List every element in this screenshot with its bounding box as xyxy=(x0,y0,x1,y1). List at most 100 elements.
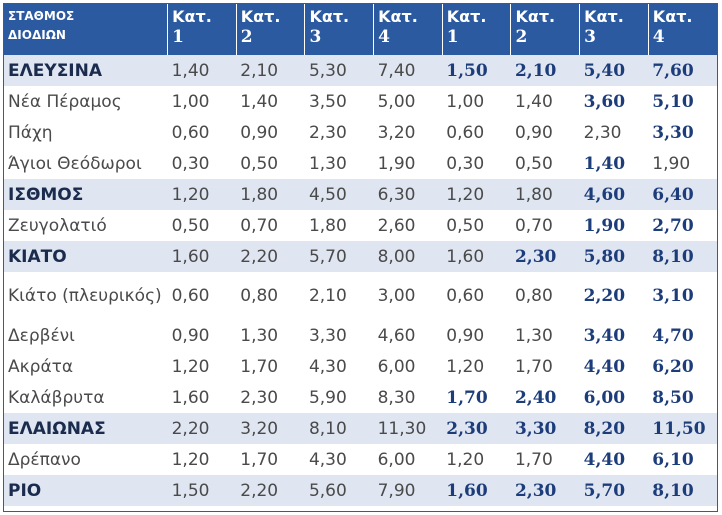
price-cell: 8,10 xyxy=(308,418,347,439)
header-category-number: 4 xyxy=(652,27,665,47)
table-row: ΕΛΕΥΣΙΝΑ 1,40 2,10 5,30 7,40 1,50 2,10 5,40 7,60 xyxy=(4,55,717,86)
table-row: Καλάβρυτα 1,60 2,30 5,90 8,30 1,70 2,40 6,00 8,5… xyxy=(4,382,717,413)
price-cell: 4,40 xyxy=(583,449,626,470)
price-cell: 8,50 xyxy=(652,387,694,408)
price-cell: 7,40 xyxy=(377,60,416,81)
price-cell: 1,20 xyxy=(446,449,485,470)
price-cell: 3,20 xyxy=(240,418,279,439)
price-cell: 11,50 xyxy=(652,418,706,439)
price-cell: 1,20 xyxy=(446,184,485,205)
price-cell: 1,70 xyxy=(514,356,553,377)
table-body: ΕΛΕΥΣΙΝΑ 1,40 2,10 5,30 7,40 1,50 2,10 5,40 7,60… xyxy=(4,55,717,506)
table-row: Δερβένι 0,90 1,30 3,30 4,60 0,90 1,30 3,40 4,70 xyxy=(4,320,717,351)
station-name-cell: Δρέπανο xyxy=(8,449,81,470)
price-cell: 0,90 xyxy=(514,122,553,143)
price-cell: 3,30 xyxy=(308,325,347,346)
price-cell: 6,00 xyxy=(583,387,626,408)
toll-table-container: ΣΤΑΘΜΟΣ ΔΙΟΔΙΩΝ Κατ. 1 Κατ. 2 Κατ. 3 Κατ. 4 … xyxy=(3,3,718,512)
header-category-label: Κατ. xyxy=(584,7,624,26)
price-cell: 3,30 xyxy=(514,418,557,439)
price-cell: 1,90 xyxy=(583,215,626,236)
price-cell: 0,90 xyxy=(240,122,279,143)
price-cell: 4,30 xyxy=(308,356,347,377)
table-row: ΕΛΑΙΩΝΑΣ 2,20 3,20 8,10 11,30 2,30 3,30 8,20 11,… xyxy=(4,413,717,444)
price-cell: 2,30 xyxy=(240,387,279,408)
price-cell: 2,10 xyxy=(514,60,557,81)
price-cell: 2,40 xyxy=(514,387,557,408)
header-category-label: Κατ. xyxy=(446,7,487,26)
header-category-number: 4 xyxy=(378,27,390,47)
station-name-cell: Άγιοι Θεόδωροι xyxy=(8,153,142,174)
price-cell: 1,20 xyxy=(446,356,485,377)
price-cell: 0,70 xyxy=(240,215,279,236)
price-cell: 3,10 xyxy=(652,286,694,306)
price-cell: 0,60 xyxy=(446,286,485,306)
price-cell: 1,60 xyxy=(446,246,485,267)
price-cell: 1,30 xyxy=(308,153,347,174)
header-category: Κατ. 2 xyxy=(235,4,305,55)
table-row: Ακράτα 1,20 1,70 4,30 6,00 1,20 1,70 4,40 6,20 xyxy=(4,351,717,382)
price-cell: 1,60 xyxy=(171,387,210,408)
price-cell: 5,80 xyxy=(583,246,626,267)
price-cell: 11,30 xyxy=(377,418,427,439)
price-cell: 0,90 xyxy=(171,325,210,346)
price-cell: 2,60 xyxy=(377,215,416,236)
price-cell: 1,20 xyxy=(171,184,210,205)
station-name-cell: Δερβένι xyxy=(8,325,75,346)
price-cell: 0,30 xyxy=(171,153,210,174)
price-cell: 1,80 xyxy=(514,184,553,205)
station-name-cell: ΚΙΑΤΟ xyxy=(8,246,67,267)
header-category-label: Κατ. xyxy=(378,7,418,26)
price-cell: 1,70 xyxy=(446,387,488,408)
price-cell: 3,20 xyxy=(377,122,416,143)
price-cell: 0,50 xyxy=(514,153,553,174)
price-cell: 4,70 xyxy=(652,325,694,346)
header-category-label: Κατ. xyxy=(240,7,281,26)
price-cell: 2,30 xyxy=(308,122,347,143)
price-cell: 1,20 xyxy=(171,356,210,377)
price-cell: 2,30 xyxy=(514,480,557,501)
station-name-cell: Ζευγολατιό xyxy=(8,215,107,236)
price-cell: 1,90 xyxy=(652,153,691,174)
table-row: ΙΣΘΜΟΣ 1,20 1,80 4,50 6,30 1,20 1,80 4,60 6,40 xyxy=(4,179,717,210)
price-cell: 7,90 xyxy=(377,480,416,501)
price-cell: 1,80 xyxy=(240,184,279,205)
price-cell: 5,00 xyxy=(377,91,416,112)
price-cell: 5,70 xyxy=(308,246,347,267)
header-category: Κατ. 3 xyxy=(579,4,649,55)
station-name-cell: Κιάτο (πλευρικός) xyxy=(8,285,162,306)
header-category-number: 2 xyxy=(240,27,253,47)
price-cell: 6,00 xyxy=(377,356,416,377)
price-cell: 1,20 xyxy=(171,449,210,470)
station-name-cell: ΙΣΘΜΟΣ xyxy=(8,184,84,205)
price-cell: 0,60 xyxy=(446,122,485,143)
price-cell: 1,90 xyxy=(377,153,416,174)
price-cell: 4,60 xyxy=(583,184,626,205)
price-cell: 1,70 xyxy=(240,449,279,470)
price-cell: 5,70 xyxy=(583,480,626,501)
header-category-number: 1 xyxy=(446,27,459,47)
toll-price-table: ΣΤΑΘΜΟΣ ΔΙΟΔΙΩΝ Κατ. 1 Κατ. 2 Κατ. 3 Κατ. 4 … xyxy=(4,4,717,506)
table-header: ΣΤΑΘΜΟΣ ΔΙΟΔΙΩΝ Κατ. 1 Κατ. 2 Κατ. 3 Κατ. 4 … xyxy=(4,4,717,55)
price-cell: 8,10 xyxy=(652,246,694,267)
price-cell: 4,30 xyxy=(308,449,347,470)
price-cell: 3,40 xyxy=(583,325,626,346)
table-row: ΡΙΟ 1,50 2,20 5,60 7,90 1,60 2,30 5,70 8,10 xyxy=(4,475,717,506)
price-cell: 3,60 xyxy=(583,91,626,112)
price-cell: 0,60 xyxy=(171,122,210,143)
price-cell: 5,60 xyxy=(308,480,347,501)
price-cell: 4,60 xyxy=(377,325,416,346)
header-category-label: Κατ. xyxy=(515,7,556,26)
price-cell: 1,50 xyxy=(446,60,488,81)
table-row: Άγιοι Θεόδωροι 0,30 0,50 1,30 1,90 0,30 0,50 1,… xyxy=(4,148,717,179)
price-cell: 0,50 xyxy=(240,153,279,174)
header-category: Κατ. 1 xyxy=(167,4,237,55)
price-cell: 2,70 xyxy=(652,215,694,236)
header-station-line2: ΔΙΟΔΙΩΝ xyxy=(8,28,66,42)
table-row: Κιάτο (πλευρικός) 0,60 0,80 2,10 3,00 0,60 0,8… xyxy=(4,272,717,320)
price-cell: 8,10 xyxy=(652,480,694,501)
station-name-cell: Καλάβρυτα xyxy=(8,387,105,408)
header-station-line1: ΣΤΑΘΜΟΣ xyxy=(8,9,75,23)
price-cell: 0,30 xyxy=(446,153,485,174)
price-cell: 5,30 xyxy=(308,60,347,81)
